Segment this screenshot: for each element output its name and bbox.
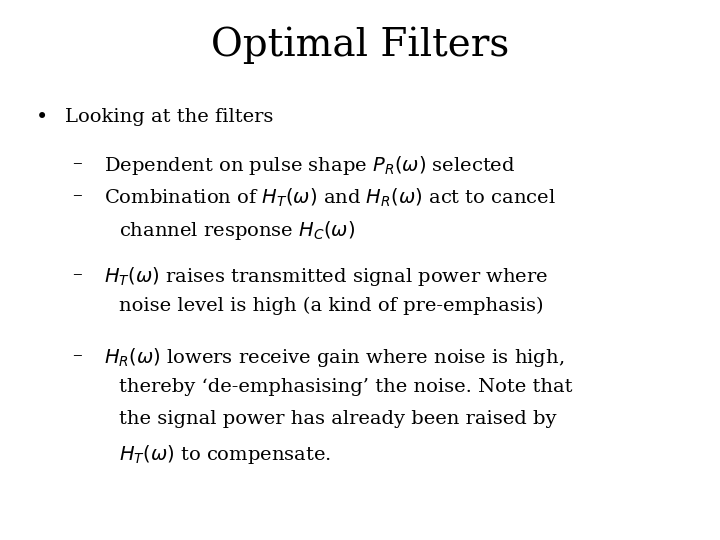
- Text: Optimal Filters: Optimal Filters: [211, 27, 509, 64]
- Text: Dependent on pulse shape $P_R(\omega)$ selected: Dependent on pulse shape $P_R(\omega)$ s…: [104, 154, 516, 177]
- Text: Combination of $H_T(\omega)$ and $H_R(\omega)$ act to cancel: Combination of $H_T(\omega)$ and $H_R(\o…: [104, 186, 557, 208]
- Text: $H_R(\omega)$ lowers receive gain where noise is high,: $H_R(\omega)$ lowers receive gain where …: [104, 346, 564, 369]
- Text: –: –: [72, 154, 82, 172]
- Text: the signal power has already been raised by: the signal power has already been raised…: [119, 410, 557, 428]
- Text: noise level is high (a kind of pre-emphasis): noise level is high (a kind of pre-empha…: [119, 297, 544, 315]
- Text: channel response $H_C(\omega)$: channel response $H_C(\omega)$: [119, 219, 355, 242]
- Text: thereby ‘de-emphasising’ the noise. Note that: thereby ‘de-emphasising’ the noise. Note…: [119, 378, 572, 396]
- Text: $H_T(\omega)$ raises transmitted signal power where: $H_T(\omega)$ raises transmitted signal …: [104, 265, 549, 288]
- Text: –: –: [72, 265, 82, 282]
- Text: Looking at the filters: Looking at the filters: [65, 108, 273, 126]
- Text: –: –: [72, 186, 82, 204]
- Text: •: •: [36, 108, 48, 127]
- Text: –: –: [72, 346, 82, 363]
- Text: $H_T(\omega)$ to compensate.: $H_T(\omega)$ to compensate.: [119, 443, 331, 466]
